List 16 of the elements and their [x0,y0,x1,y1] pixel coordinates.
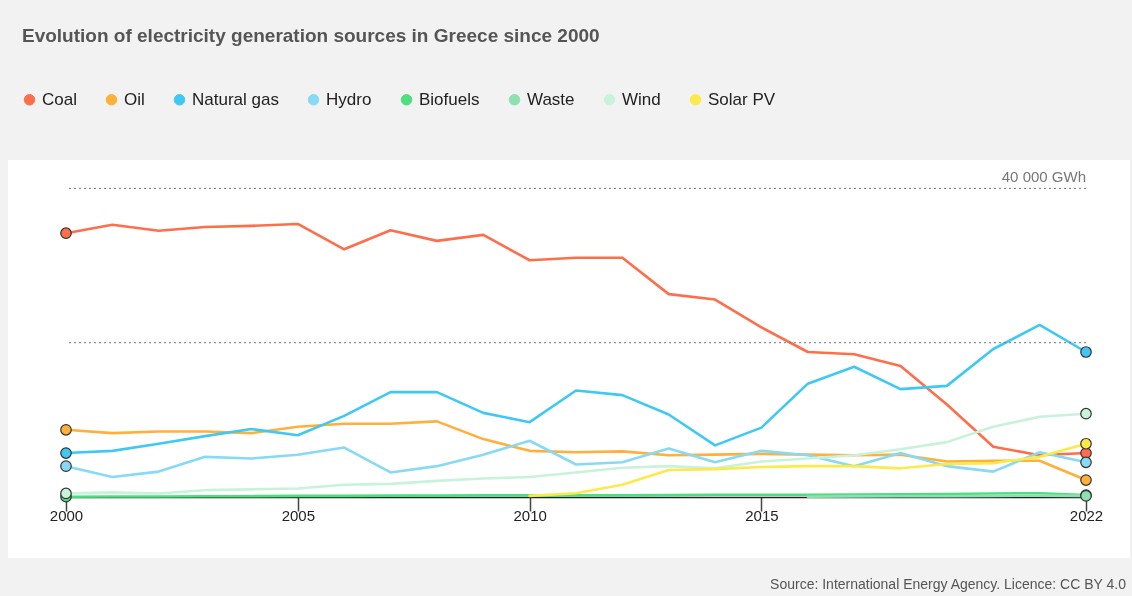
legend-label: Solar PV [708,89,776,109]
legend-label: Natural gas [192,89,279,109]
legend-label: Wind [622,89,661,109]
x-tick-label: 2005 [281,506,316,524]
x-tick-label: 2015 [745,506,779,524]
legend-label: Hydro [326,89,372,109]
legend-label: Oil [124,89,145,109]
legend-label: Coal [42,89,77,109]
legend-label: Biofuels [419,89,480,109]
chart-title: Evolution of electricity generation sources in Greece since 2000 [22,25,600,47]
x-tick-label: 2022 [1069,506,1104,524]
source-note: Source: International Energy Agency. Licence: CC BY 4.0 [770,576,1126,592]
ref-line-label: 40 000 GWh [1001,168,1086,186]
legend-label: Waste [527,89,575,109]
x-tick-label: 2000 [49,506,84,524]
x-tick-label: 2010 [513,506,547,524]
